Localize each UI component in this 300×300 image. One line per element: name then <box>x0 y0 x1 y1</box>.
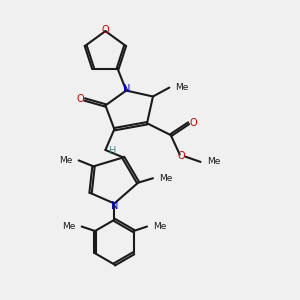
Text: O: O <box>102 25 109 34</box>
Text: Me: Me <box>175 83 189 92</box>
Text: N: N <box>111 201 118 211</box>
Text: O: O <box>189 118 197 128</box>
Text: Me: Me <box>159 174 172 183</box>
Text: Me: Me <box>153 222 166 231</box>
Text: Me: Me <box>59 156 73 165</box>
Text: H: H <box>109 146 116 157</box>
Text: N: N <box>122 84 130 94</box>
Text: Me: Me <box>207 158 220 166</box>
Text: Me: Me <box>62 222 76 231</box>
Text: O: O <box>177 151 185 161</box>
Text: O: O <box>76 94 84 104</box>
